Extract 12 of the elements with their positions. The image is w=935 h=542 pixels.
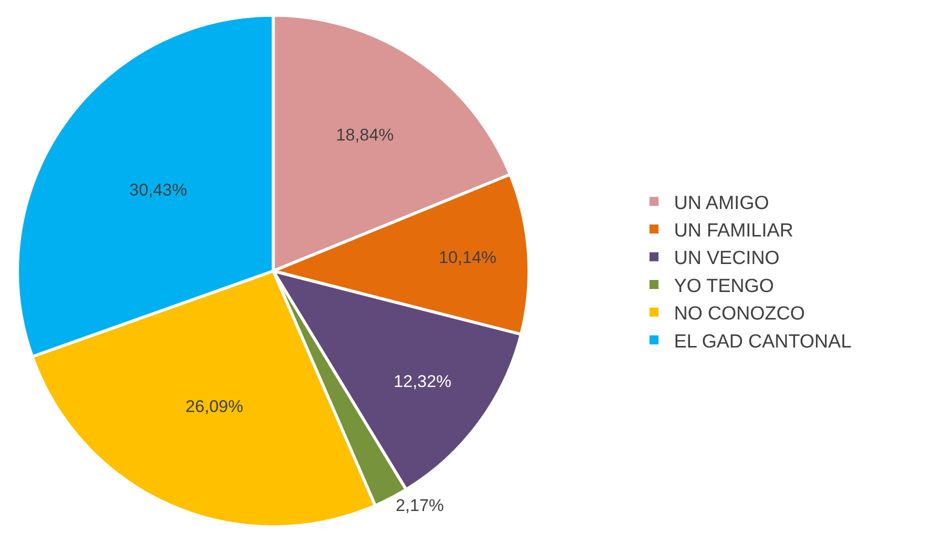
data-label: 2,17% (396, 496, 444, 516)
legend-label: UN FAMILIAR (674, 220, 794, 242)
legend-label: NO CONOZCO (674, 304, 805, 325)
data-label: 26,09% (186, 397, 244, 416)
data-label: 30,43% (129, 180, 188, 200)
legend-label: YO TENGO (674, 276, 774, 297)
data-label: 12,32% (394, 372, 452, 391)
legend-label: UN AMIGO (674, 192, 770, 214)
data-label: 18,84% (336, 125, 394, 144)
legend-label: UN VECINO (674, 248, 780, 270)
legend-label: EL GAD CANTONAL (674, 331, 852, 352)
data-label: 10,14% (438, 248, 496, 268)
